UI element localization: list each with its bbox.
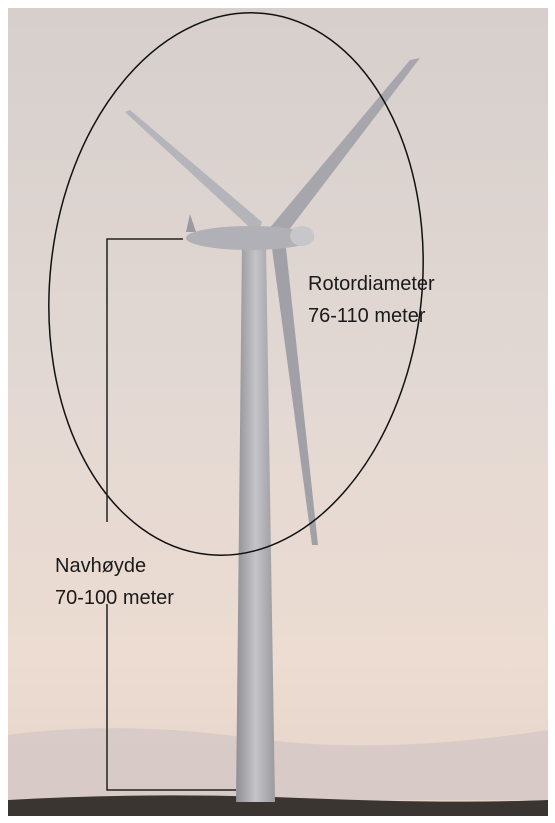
annotation-value: 76-110 meter — [308, 305, 426, 327]
annotation-label: Navhøyde — [55, 555, 146, 577]
annotated-photo: Rotordiameter 76-110 meter Navhøyde 70-1… — [0, 0, 555, 823]
sky — [8, 8, 548, 816]
hub — [290, 226, 314, 246]
annotation-label: Rotordiameter — [308, 273, 435, 295]
annotation-value: 70-100 meter — [55, 587, 174, 609]
